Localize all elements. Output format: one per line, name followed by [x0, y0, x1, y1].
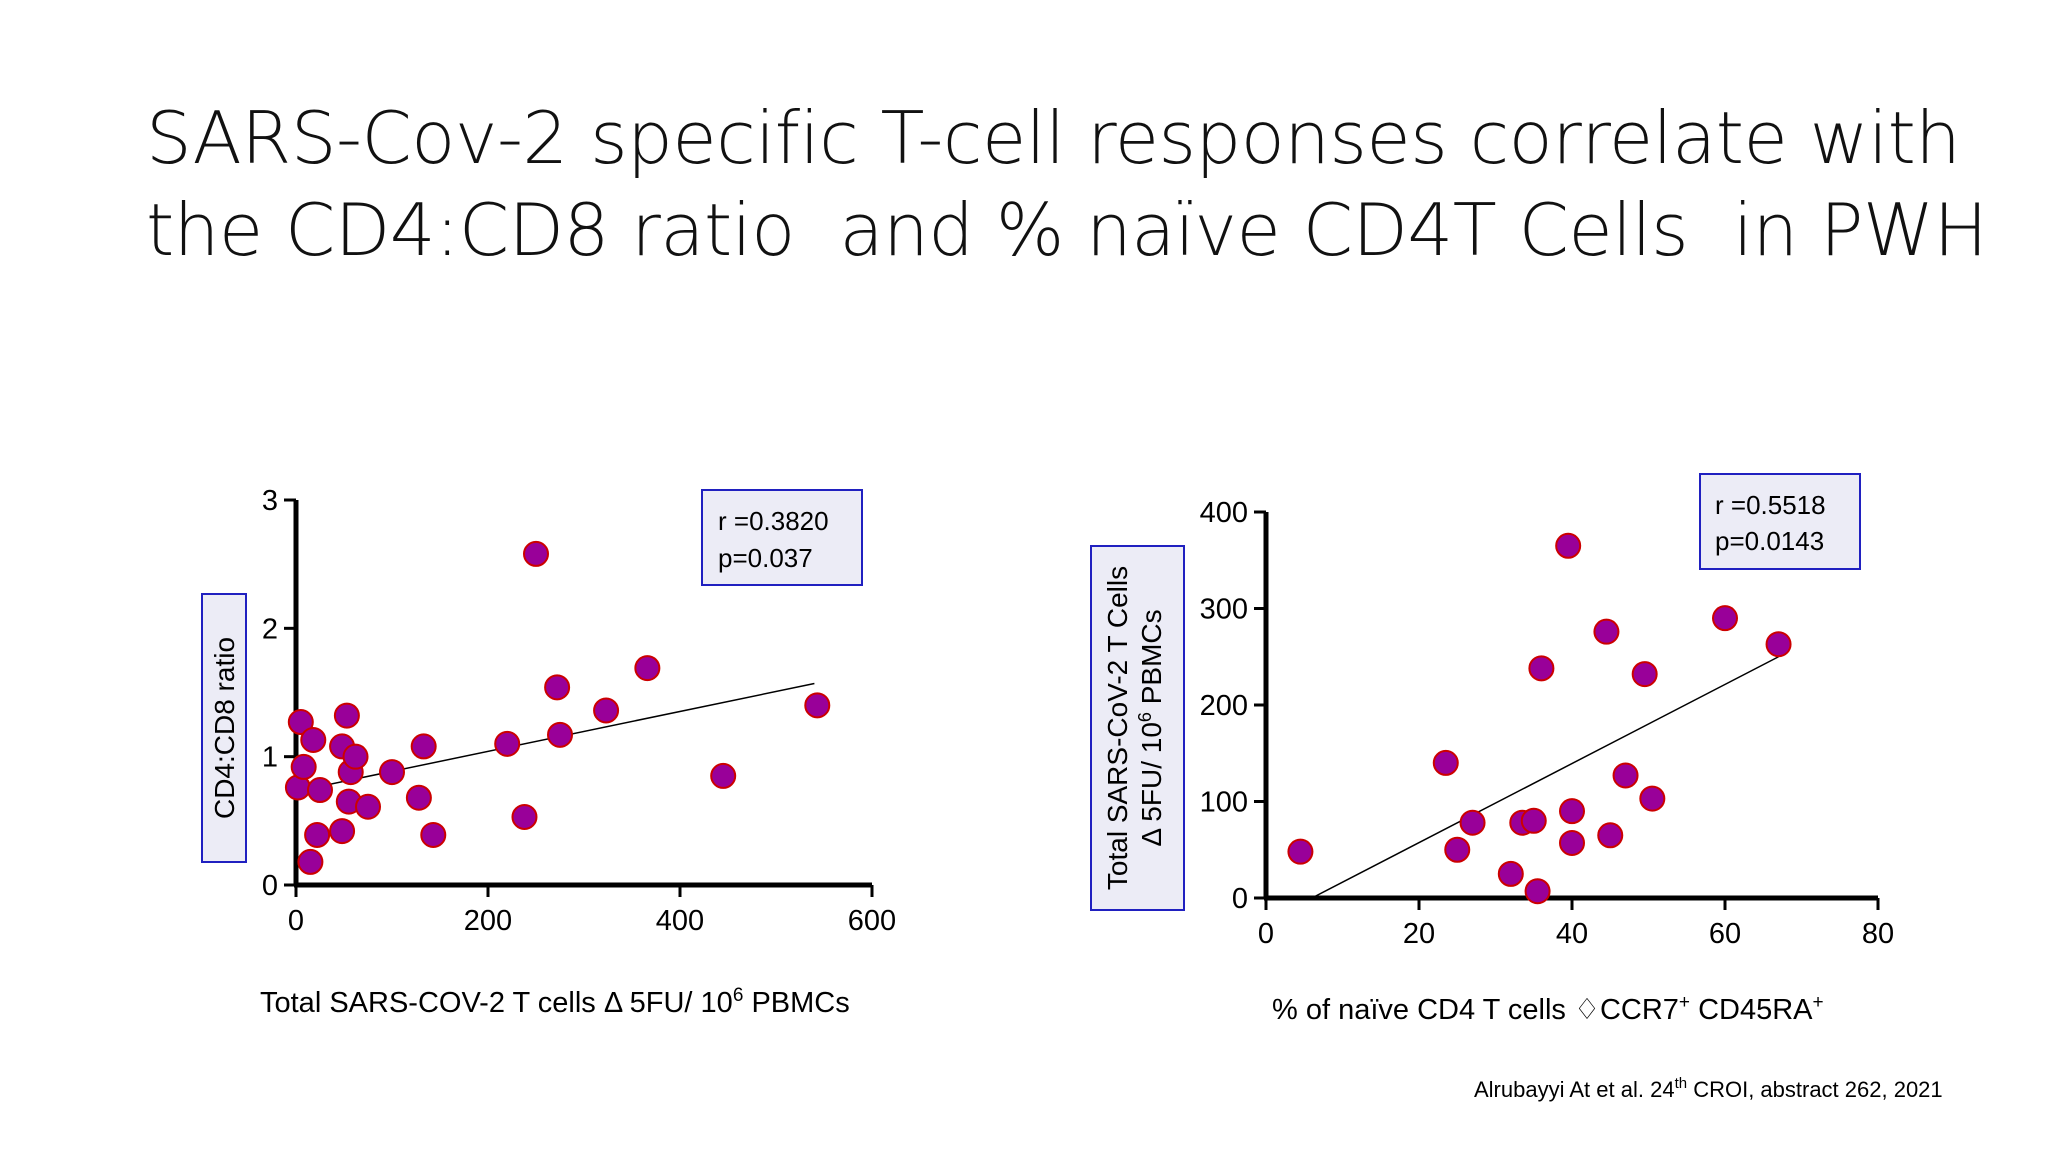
right-data-point-3: [1459, 809, 1486, 836]
right-data-point-11: [1559, 829, 1585, 856]
left-data-point-12: [342, 743, 369, 770]
left-data-point-1: [287, 709, 314, 736]
title-line-1: SARS-Cov-2 specific T-cell responses cor…: [146, 96, 1961, 180]
right-stat-box: [1699, 473, 1861, 570]
left-y-tick-label-3: 3: [262, 485, 278, 517]
right-y-axis-label: Total SARS-CoV-2 T Cells Δ 5FU/ 106 PBMC…: [1102, 566, 1167, 890]
right-data-point-6: [1520, 807, 1547, 834]
right-data-point-7: [1524, 878, 1551, 905]
left-y-tick-label-0: 0: [262, 870, 278, 902]
left-stat-p: p=0.037: [718, 543, 813, 573]
right-x-tick-label-4: 80: [1862, 918, 1894, 950]
left-data-point-15: [405, 784, 432, 811]
right-data-point-2: [1444, 836, 1471, 863]
right-y-tick-label-4: 400: [1200, 497, 1248, 529]
right-ylabel-box: [1090, 545, 1185, 911]
right-data-point-17: [1712, 605, 1738, 632]
right-data-point-0: [1287, 838, 1314, 865]
left-data-point-5: [304, 821, 331, 848]
left-data-point-18: [494, 730, 521, 757]
left-data-point-17: [420, 821, 447, 848]
right-data-point-10: [1559, 798, 1585, 825]
citation: Alrubayyi At et al. 24th CROI, abstract …: [1474, 1075, 1943, 1102]
right-x-tick-label-0: 0: [1258, 918, 1274, 950]
left-x-tick-label-1: 200: [464, 905, 512, 937]
left-y-tick-label-1: 1: [262, 742, 278, 774]
left-data-point-4: [300, 726, 327, 753]
right-stat-p: p=0.0143: [1715, 526, 1824, 556]
left-data-point-22: [547, 721, 573, 748]
right-x-tick-label-2: 40: [1556, 918, 1588, 950]
right-y-tick-label-0: 0: [1232, 883, 1248, 915]
right-x-tick-label-1: 20: [1403, 918, 1435, 950]
left-data-point-26: [804, 692, 831, 719]
left-data-point-16: [410, 733, 437, 760]
right-data-point-1: [1432, 749, 1459, 776]
right-data-point-15: [1631, 661, 1658, 688]
left-data-point-3: [297, 848, 324, 875]
right-data-point-9: [1555, 532, 1582, 559]
right-data-point-13: [1597, 822, 1624, 849]
right-data-point-18: [1765, 631, 1792, 658]
left-x-axis-label: Total SARS-COV-2 T cells Δ 5FU/ 106 PBMC…: [260, 985, 850, 1019]
right-stat-r: r =0.5518: [1715, 490, 1826, 520]
left-chart: 0 200 400 600 0 1 2 3 r =0.3820 p=0.037 CD4:CD8…: [201, 485, 896, 1019]
left-data-point-23: [593, 697, 620, 724]
left-ylabel-box: [201, 593, 247, 863]
right-y-tick-label-2: 200: [1200, 690, 1248, 722]
left-data-point-19: [511, 803, 538, 830]
left-data-point-25: [710, 762, 737, 789]
left-x-tick-label-2: 400: [656, 905, 704, 937]
right-x-axis-label: % of naïve CD4 T cells ♢CCR7+ CD45RA+: [1272, 992, 1824, 1026]
left-data-point-13: [355, 793, 381, 820]
right-data-point-14: [1612, 762, 1639, 789]
right-y-label-line-1: Total SARS-CoV-2 T Cells: [1102, 566, 1133, 890]
left-y-axis-label: CD4:CD8 ratio: [209, 637, 240, 819]
left-data-point-2: [290, 753, 317, 780]
right-y-tick-label-1: 100: [1200, 787, 1248, 819]
right-x-tick-label-3: 60: [1709, 918, 1741, 950]
right-data-point-16: [1639, 785, 1666, 812]
slide-title: SARS-Cov-2 specific T-cell responses cor…: [146, 92, 1988, 276]
left-data-point-14: [379, 759, 405, 786]
left-data-point-9: [333, 702, 360, 729]
left-data-point-24: [634, 655, 661, 682]
left-data-point-20: [523, 540, 549, 567]
right-y-tick-label-3: 300: [1200, 594, 1248, 626]
right-data-point-12: [1593, 618, 1620, 645]
right-trend-line: [1311, 656, 1779, 899]
left-stat-r: r =0.3820: [718, 506, 829, 536]
left-y-tick-label-2: 2: [262, 613, 278, 645]
right-data-point-4: [1497, 860, 1524, 887]
left-data-point-21: [544, 674, 571, 701]
right-y-label-line-2: Δ 5FU/ 106 PBMCs: [1135, 609, 1167, 846]
left-data-point-6: [307, 777, 333, 804]
right-data-point-8: [1528, 655, 1555, 682]
left-data-point-7: [329, 818, 356, 845]
title-line-2: the CD4:CD8 ratio and % naïve CD4T Cells…: [146, 188, 1988, 272]
left-x-tick-label-0: 0: [288, 905, 304, 937]
right-chart: 0 20 40 60 80 0 100 200 300 400 r =0.5518 p=0.014…: [1090, 473, 1894, 1026]
left-stat-box: [701, 489, 863, 586]
left-x-tick-label-3: 600: [848, 905, 896, 937]
